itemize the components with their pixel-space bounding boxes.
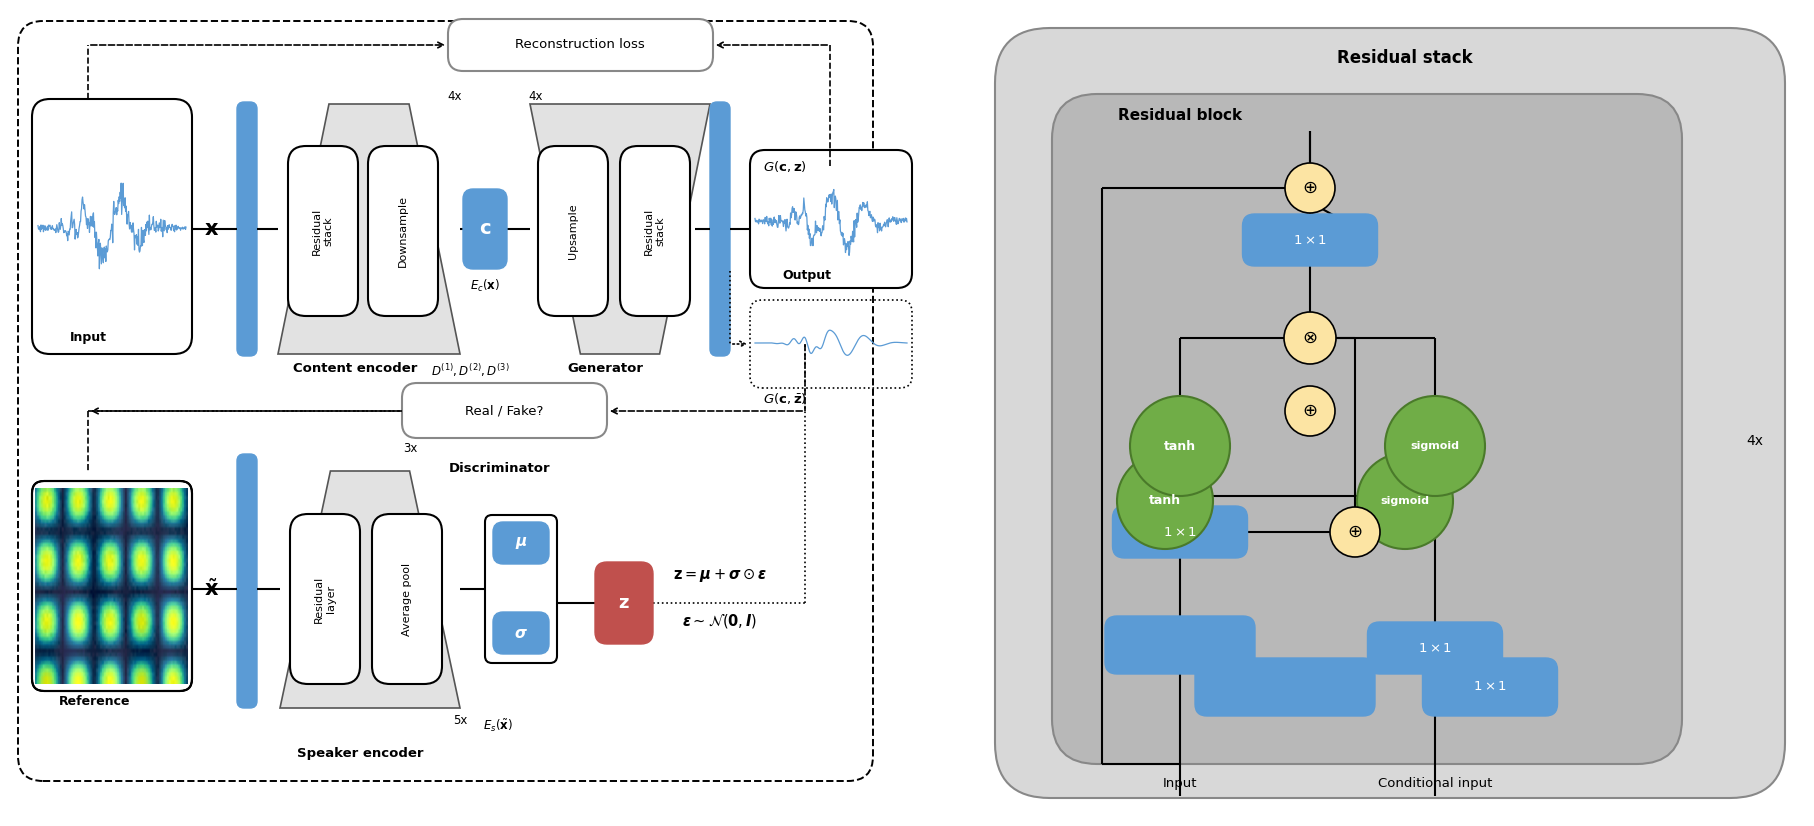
Circle shape xyxy=(1130,396,1230,496)
Text: $\oplus$: $\oplus$ xyxy=(1302,402,1317,420)
Text: Residual stack: Residual stack xyxy=(1337,49,1473,67)
Text: 3x: 3x xyxy=(403,443,417,455)
FancyBboxPatch shape xyxy=(1052,94,1682,764)
Text: $1 \times 1$: $1 \times 1$ xyxy=(1419,642,1451,654)
Text: Residual
stack: Residual stack xyxy=(312,207,334,254)
FancyBboxPatch shape xyxy=(595,562,653,644)
Text: $1 \times 1$: $1 \times 1$ xyxy=(1293,234,1328,246)
Text: $1 \times 1$: $1 \times 1$ xyxy=(1473,681,1507,694)
FancyBboxPatch shape xyxy=(1112,506,1248,558)
Circle shape xyxy=(1117,453,1214,549)
Text: Residual block: Residual block xyxy=(1117,108,1243,124)
Text: Real / Fake?: Real / Fake? xyxy=(466,405,544,417)
Circle shape xyxy=(1284,386,1335,436)
Text: Downsample: Downsample xyxy=(397,195,408,267)
Polygon shape xyxy=(278,104,461,354)
Text: Input: Input xyxy=(69,331,107,344)
Text: $\mathbf{x}$: $\mathbf{x}$ xyxy=(205,219,219,239)
FancyBboxPatch shape xyxy=(33,481,192,691)
Polygon shape xyxy=(279,471,461,708)
FancyBboxPatch shape xyxy=(463,189,506,269)
Text: Reference: Reference xyxy=(60,695,131,708)
FancyBboxPatch shape xyxy=(368,146,437,316)
Text: Reconstruction loss: Reconstruction loss xyxy=(515,39,644,51)
FancyBboxPatch shape xyxy=(620,146,689,316)
Circle shape xyxy=(1357,453,1453,549)
FancyBboxPatch shape xyxy=(238,454,258,708)
FancyBboxPatch shape xyxy=(238,102,258,356)
Text: $E_c(\mathbf{x})$: $E_c(\mathbf{x})$ xyxy=(470,278,501,294)
Text: $\mathbf{c}$: $\mathbf{c}$ xyxy=(479,220,492,239)
FancyBboxPatch shape xyxy=(484,515,557,663)
Text: Generator: Generator xyxy=(568,363,642,376)
Text: sigmoid: sigmoid xyxy=(1380,496,1429,506)
FancyBboxPatch shape xyxy=(288,146,357,316)
Circle shape xyxy=(1386,396,1486,496)
FancyBboxPatch shape xyxy=(539,146,608,316)
Polygon shape xyxy=(530,104,709,354)
FancyBboxPatch shape xyxy=(290,514,359,684)
Text: sigmoid: sigmoid xyxy=(1411,441,1460,451)
Text: $\mathbf{z}$: $\mathbf{z}$ xyxy=(619,594,629,612)
Text: $E_s(\tilde{\mathbf{x}})$: $E_s(\tilde{\mathbf{x}})$ xyxy=(483,718,513,734)
Circle shape xyxy=(1284,163,1335,213)
FancyBboxPatch shape xyxy=(448,19,713,71)
Text: Output: Output xyxy=(782,269,831,282)
Circle shape xyxy=(1284,312,1335,364)
FancyBboxPatch shape xyxy=(1105,616,1255,674)
Text: $\oplus$: $\oplus$ xyxy=(1348,523,1362,541)
FancyBboxPatch shape xyxy=(709,102,729,356)
Text: 4x: 4x xyxy=(1747,434,1763,448)
Text: tanh: tanh xyxy=(1148,495,1181,507)
Text: $\boldsymbol{\sigma}$: $\boldsymbol{\sigma}$ xyxy=(513,625,528,640)
FancyBboxPatch shape xyxy=(493,612,550,654)
FancyBboxPatch shape xyxy=(372,514,443,684)
Text: Input: Input xyxy=(1163,777,1197,790)
Text: Residual
stack: Residual stack xyxy=(644,207,666,254)
Text: tanh: tanh xyxy=(1165,439,1195,453)
Text: Speaker encoder: Speaker encoder xyxy=(297,748,423,761)
Text: $\oplus$: $\oplus$ xyxy=(1302,179,1317,197)
Text: $\boldsymbol{\epsilon} \sim \mathcal{N}(\mathbf{0}, \boldsymbol{I})$: $\boldsymbol{\epsilon} \sim \mathcal{N}(… xyxy=(682,612,758,630)
Text: $1 \times 1$: $1 \times 1$ xyxy=(1163,525,1197,539)
FancyBboxPatch shape xyxy=(1243,214,1377,266)
Circle shape xyxy=(1330,507,1380,557)
Text: Residual
layer: Residual layer xyxy=(314,576,336,623)
FancyBboxPatch shape xyxy=(493,522,550,564)
Text: 5x: 5x xyxy=(454,714,468,728)
FancyBboxPatch shape xyxy=(1195,658,1375,716)
Text: 4x: 4x xyxy=(528,89,542,102)
Text: $D^{(1)}, D^{(2)}, D^{(3)}$: $D^{(1)}, D^{(2)}, D^{(3)}$ xyxy=(430,363,510,379)
Text: $\mathbf{z} = \boldsymbol{\mu} + \boldsymbol{\sigma} \odot \boldsymbol{\epsilon}: $\mathbf{z} = \boldsymbol{\mu} + \boldsy… xyxy=(673,567,767,585)
Text: Average pool: Average pool xyxy=(403,563,412,635)
FancyBboxPatch shape xyxy=(403,383,608,438)
Text: $G(\mathbf{c}, \mathbf{z})$: $G(\mathbf{c}, \mathbf{z})$ xyxy=(764,159,807,173)
Text: Content encoder: Content encoder xyxy=(292,363,417,376)
Text: 4x: 4x xyxy=(448,89,463,102)
Text: Conditional input: Conditional input xyxy=(1379,777,1493,790)
FancyBboxPatch shape xyxy=(1422,658,1558,716)
FancyBboxPatch shape xyxy=(749,150,912,288)
FancyBboxPatch shape xyxy=(1368,622,1502,674)
Text: Discriminator: Discriminator xyxy=(450,463,551,476)
Text: Upsample: Upsample xyxy=(568,203,579,259)
Text: $\otimes$: $\otimes$ xyxy=(1302,329,1317,347)
FancyBboxPatch shape xyxy=(996,28,1785,798)
Text: $G(\mathbf{c}, \bar{\mathbf{z}})$: $G(\mathbf{c}, \bar{\mathbf{z}})$ xyxy=(764,391,807,406)
Text: $\tilde{\mathbf{x}}$: $\tilde{\mathbf{x}}$ xyxy=(205,578,219,600)
FancyBboxPatch shape xyxy=(33,99,192,354)
Text: $\boldsymbol{\mu}$: $\boldsymbol{\mu}$ xyxy=(515,535,528,551)
